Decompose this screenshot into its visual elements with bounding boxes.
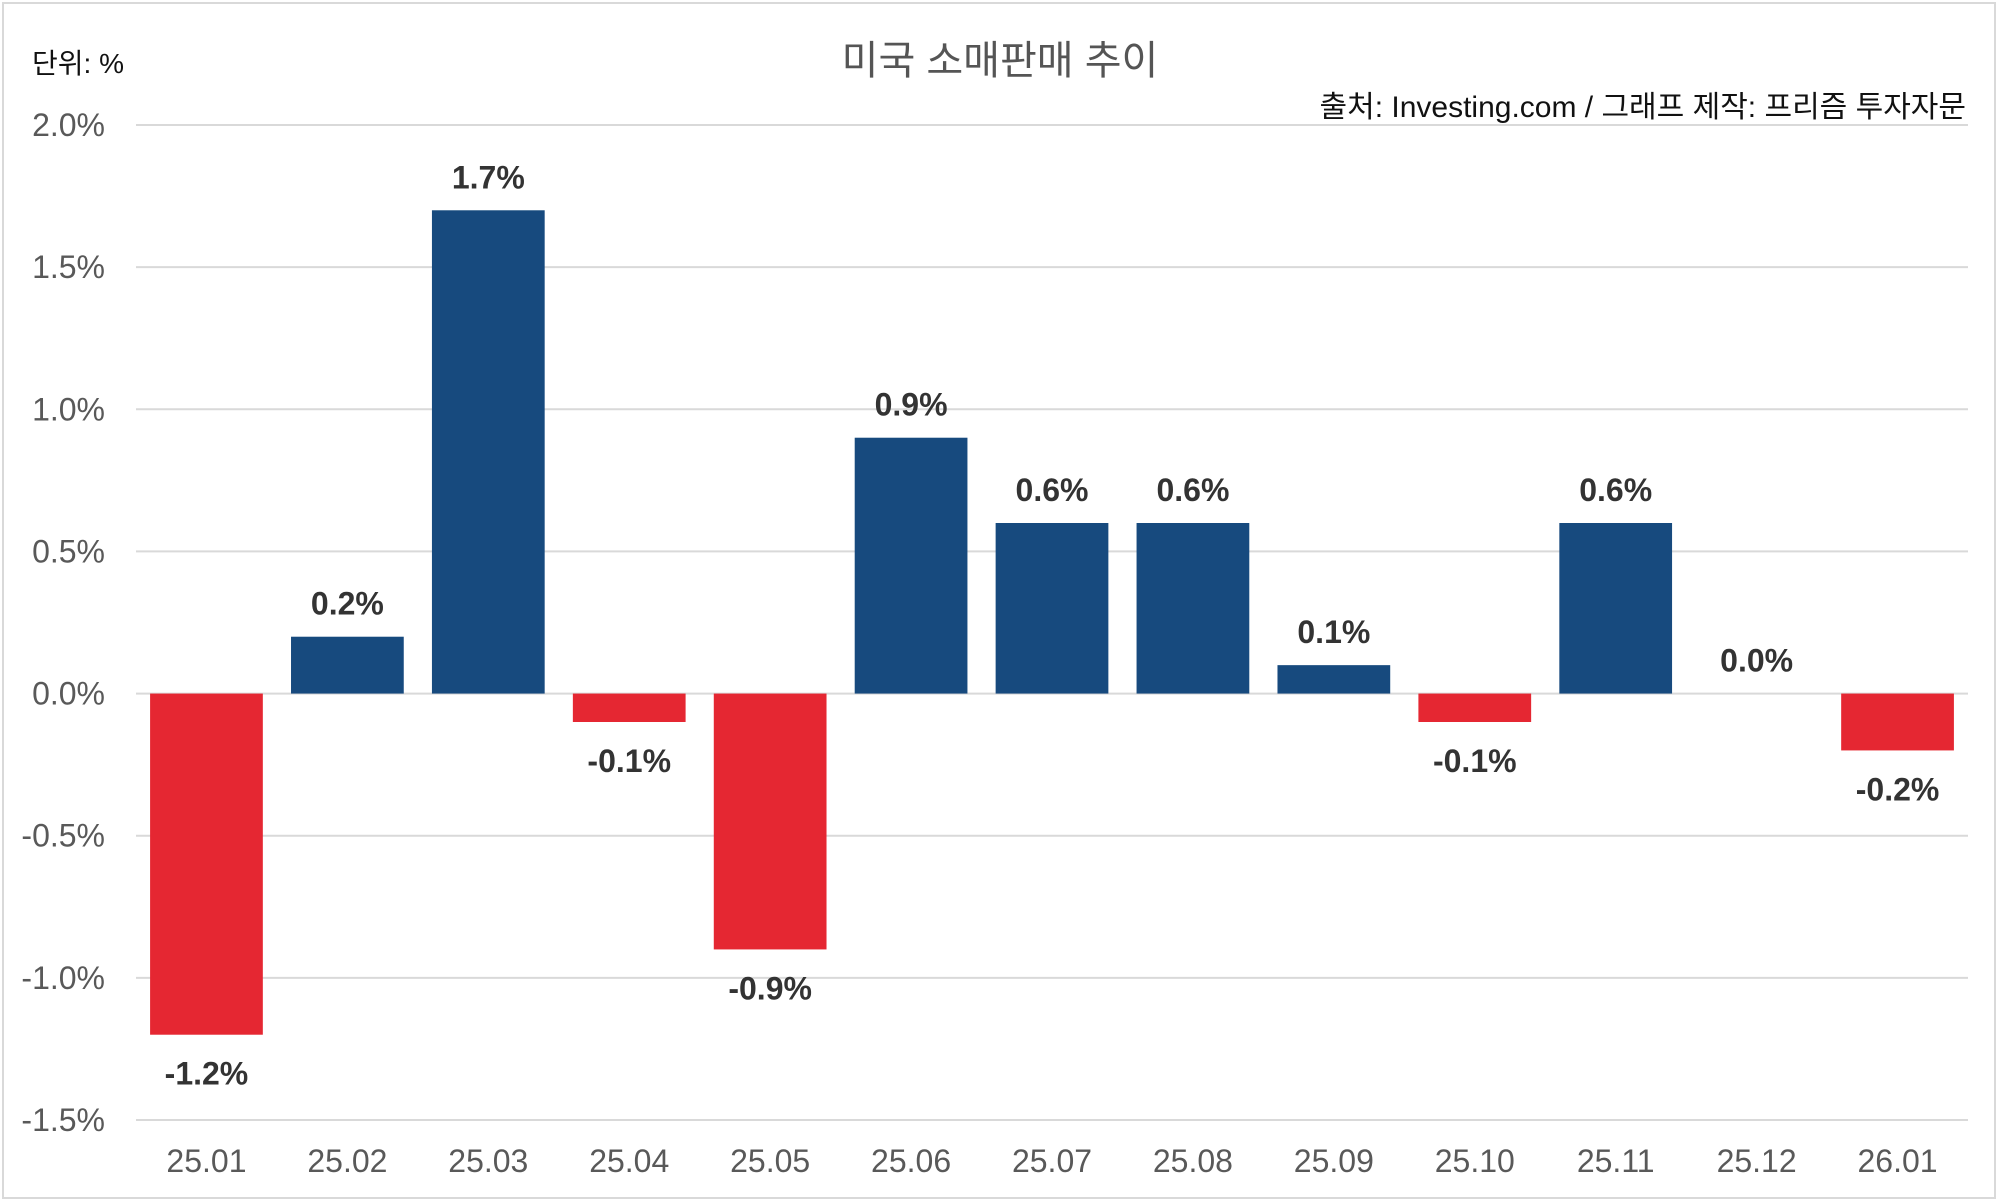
x-tick-label: 25.03 (448, 1143, 528, 1179)
x-tick-label: 25.11 (1577, 1143, 1655, 1179)
data-labels: -1.2% 0.2% 1.7% -0.1% -0.9% 0.9% 0.6% 0.6% 0.1% -… (165, 159, 1940, 1091)
y-tick-label: -1.5% (21, 1102, 105, 1138)
bar-25.07 (995, 523, 1109, 694)
data-label: 0.2% (311, 586, 384, 622)
bars (150, 210, 1954, 1035)
x-tick-label: 25.12 (1717, 1143, 1797, 1179)
x-tick-label: 25.04 (589, 1143, 669, 1179)
y-tick-label: 0.5% (32, 533, 105, 569)
data-label: 0.9% (875, 387, 948, 423)
bar-26.01 (1841, 693, 1954, 751)
data-label: 0.0% (1720, 643, 1793, 679)
y-tick-label: 2.0% (32, 107, 105, 143)
bar-25.03 (431, 210, 545, 694)
bar-25.01 (150, 693, 263, 1035)
data-label: 1.7% (452, 159, 525, 195)
x-tick-label: 25.02 (307, 1143, 387, 1179)
x-tick-label: 25.05 (730, 1143, 810, 1179)
data-label: -0.1% (1433, 743, 1517, 779)
bar-25.11 (1559, 523, 1673, 694)
bar-25.04 (572, 693, 686, 722)
unit-label: 단위: % (32, 48, 124, 79)
bar-25.05 (713, 693, 827, 950)
chart-title: 미국 소매판매 추이 (841, 39, 1159, 83)
source-label: 출처: Investing.com / 그래프 제작: 프리즘 투자자문 (1319, 91, 1967, 124)
bar-25.06 (854, 437, 968, 694)
x-tick-label: 25.09 (1294, 1143, 1374, 1179)
y-tick-label: 1.0% (32, 391, 105, 427)
y-tick-label: -0.5% (21, 818, 105, 854)
x-tick-label: 25.08 (1153, 1143, 1233, 1179)
x-tick-label: 25.01 (166, 1143, 246, 1179)
y-tick-label: 1.5% (32, 249, 105, 285)
x-tick-label: 25.10 (1435, 1143, 1515, 1179)
x-tick-label: 25.06 (871, 1143, 951, 1179)
x-tick-label: 26.01 (1857, 1143, 1937, 1179)
data-label: -0.1% (587, 743, 671, 779)
data-label: 0.6% (1016, 472, 1089, 508)
data-label: 0.6% (1579, 472, 1652, 508)
data-label: 0.1% (1297, 614, 1370, 650)
bar-25.08 (1136, 523, 1250, 694)
data-label: -0.2% (1856, 771, 1940, 807)
y-axis-ticks: 2.0% 1.5% 1.0% 0.5% 0.0% -0.5% -1.0% -1.5% (21, 107, 105, 1138)
x-axis-ticks: 25.01 25.02 25.03 25.04 25.05 25.06 25.07 25.08… (166, 1143, 1937, 1179)
bar-25.09 (1277, 665, 1391, 694)
x-tick-label: 25.07 (1012, 1143, 1092, 1179)
data-label: 0.6% (1156, 472, 1229, 508)
y-tick-label: -1.0% (21, 960, 105, 996)
y-tick-label: 0.0% (32, 676, 105, 712)
bar-25.02 (291, 636, 404, 694)
data-label: -1.2% (165, 1056, 249, 1092)
data-label: -0.9% (728, 970, 812, 1006)
bar-25.10 (1418, 693, 1532, 722)
